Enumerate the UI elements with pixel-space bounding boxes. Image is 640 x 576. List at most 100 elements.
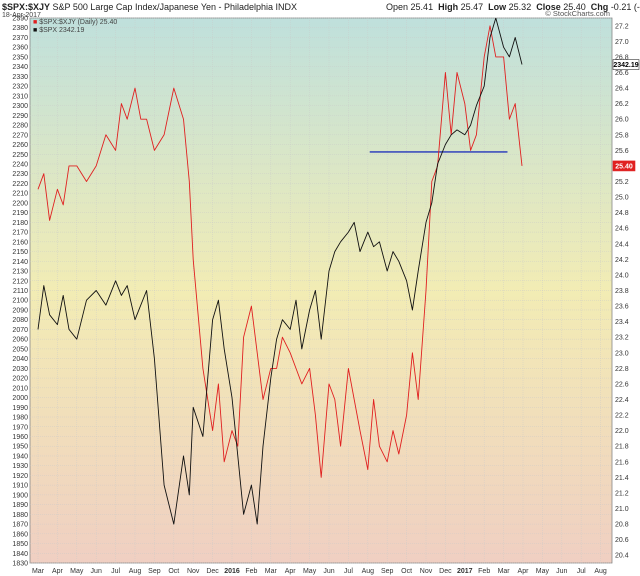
left-tick-label: 2360: [12, 45, 28, 52]
left-tick-label: 2140: [12, 259, 28, 266]
left-tick-label: 1930: [12, 463, 28, 470]
x-tick-label: May: [70, 568, 84, 575]
x-tick-label: Nov: [187, 568, 200, 575]
x-tick-label: Sep: [148, 568, 161, 575]
right-tick-label: 21.0: [615, 506, 629, 513]
chg-value: -0.21 (-0.82%): [610, 2, 640, 12]
left-tick-label: 2280: [12, 123, 28, 130]
left-tick-label: 1860: [12, 531, 28, 538]
left-tick-label: 2370: [12, 35, 28, 42]
right-tick-label: 26.2: [615, 101, 629, 108]
chg-label: Chg: [590, 2, 609, 12]
chart-title: $SPX:$XJY S&P 500 Large Cap Index/Japane…: [2, 2, 297, 12]
x-tick-label: Apr: [52, 568, 64, 575]
legend-spx-label: $SPX 2342.19: [39, 27, 85, 34]
x-tick-label: Nov: [420, 568, 433, 575]
left-tick-label: 2210: [12, 191, 28, 198]
x-tick-label: Aug: [129, 568, 142, 575]
low-label: Low: [488, 2, 507, 12]
right-tick-label: 22.4: [615, 397, 629, 404]
x-tick-label: Apr: [285, 568, 297, 575]
left-tick-label: 1840: [12, 551, 28, 558]
last-value-tags: 2342.19 25.40: [612, 59, 640, 172]
right-tick-label: 26.0: [615, 117, 629, 124]
left-tick-label: 2120: [12, 278, 28, 285]
right-tick-label: 22.6: [615, 381, 629, 388]
x-tick-label: Aug: [362, 568, 375, 575]
ratio-last-tag-box: [612, 160, 636, 172]
left-tick-label: 2200: [12, 200, 28, 207]
ohlc-summary: Open 25.41 High 25.47 Low 25.32 Close 25…: [386, 2, 640, 12]
left-tick-label: 2070: [12, 327, 28, 334]
right-tick-label: 25.8: [615, 132, 629, 139]
left-tick-label: 1980: [12, 415, 28, 422]
left-tick-label: 2010: [12, 385, 28, 392]
left-tick-label: 2260: [12, 142, 28, 149]
x-tick-label: Jun: [91, 568, 102, 575]
right-tick-label: 24.0: [615, 272, 629, 279]
left-tick-label: 2050: [12, 346, 28, 353]
left-tick-label: 1920: [12, 473, 28, 480]
left-tick-label: 1940: [12, 453, 28, 460]
right-tick-label: 24.4: [615, 241, 629, 248]
left-tick-label: 2130: [12, 269, 28, 276]
left-tick-label: 2350: [12, 54, 28, 61]
right-tick-label: 23.8: [615, 288, 629, 295]
left-tick-label: 2030: [12, 366, 28, 373]
left-tick-label: 1870: [12, 522, 28, 529]
left-tick-label: 2190: [12, 210, 28, 217]
left-tick-label: 2160: [12, 239, 28, 246]
right-tick-label: 27.0: [615, 39, 629, 46]
spx-last-tag-box: [612, 59, 640, 70]
description: S&P 500 Large Cap Index/Japanese Yen - P…: [52, 2, 298, 12]
x-tick-label: Jul: [577, 568, 586, 575]
x-tick-label: Mar: [265, 568, 278, 575]
right-tick-label: 20.6: [615, 537, 629, 544]
left-tick-label: 2080: [12, 317, 28, 324]
x-tick-label: Mar: [498, 568, 511, 575]
low-value: 25.32: [508, 2, 532, 12]
left-tick-label: 2170: [12, 230, 28, 237]
x-tick-label: Oct: [168, 568, 179, 575]
left-tick-label: 2000: [12, 395, 28, 402]
left-tick-label: 2180: [12, 220, 28, 227]
symbol: $SPX:$XJY: [2, 2, 51, 12]
x-tick-label: Feb: [245, 568, 257, 575]
right-tick-label: 22.0: [615, 428, 629, 435]
left-tick-label: 2150: [12, 249, 28, 256]
high-value: 25.47: [460, 2, 484, 12]
x-tick-label: 2016: [224, 568, 240, 575]
left-tick-label: 2020: [12, 376, 28, 383]
left-tick-label: 2100: [12, 298, 28, 305]
right-tick-label: 21.2: [615, 490, 629, 497]
left-axis-ticks: 1830 1840 1850 1860 1870 1880 1890 1900 1910 1920…: [12, 16, 28, 568]
right-tick-label: 23.0: [615, 350, 629, 357]
right-tick-label: 23.2: [615, 335, 629, 342]
x-tick-label: May: [536, 568, 550, 575]
series-lines: [37, 18, 523, 525]
x-tick-label: Dec: [439, 568, 452, 575]
x-tick-label: Jul: [344, 568, 353, 575]
left-tick-label: 2330: [12, 74, 28, 81]
right-tick-label: 25.2: [615, 179, 629, 186]
left-tick-label: 1970: [12, 424, 28, 431]
x-tick-label: Aug: [594, 568, 607, 575]
left-tick-label: 1960: [12, 434, 28, 441]
left-tick-label: 1950: [12, 444, 28, 451]
legend-spx: ■ $SPX 2342.19: [33, 27, 85, 34]
right-tick-label: 25.0: [615, 195, 629, 202]
left-tick-label: 2340: [12, 64, 28, 71]
right-tick-label: 24.6: [615, 226, 629, 233]
right-tick-label: 20.4: [615, 553, 629, 560]
open-value: 25.41: [410, 2, 434, 12]
right-tick-label: 22.8: [615, 366, 629, 373]
right-tick-label: 20.8: [615, 522, 629, 529]
right-axis-ticks: 20.4 20.6 20.8 21.0 21.2 21.4 21.6 21.8 22.0 22.2…: [615, 23, 629, 559]
left-tick-label: 2380: [12, 25, 28, 32]
right-tick-label: 21.6: [615, 459, 629, 466]
left-tick-label: 2390: [12, 16, 28, 23]
left-tick-label: 2230: [12, 171, 28, 178]
high-label: High: [438, 2, 459, 12]
x-tick-label: Jun: [556, 568, 567, 575]
x-tick-label: Feb: [478, 568, 490, 575]
